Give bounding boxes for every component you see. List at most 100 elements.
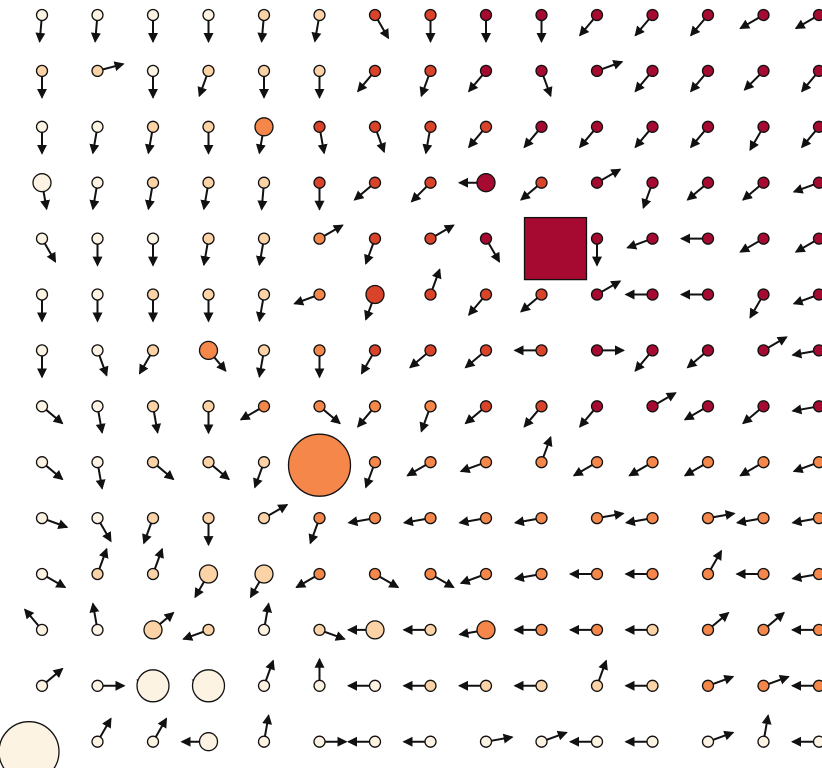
field-marker (313, 64, 326, 78)
field-marker (368, 735, 382, 748)
field-marker (701, 400, 715, 413)
field-marker (479, 456, 493, 469)
big-circle-marker (136, 669, 170, 703)
field-marker (590, 400, 604, 413)
field-marker (535, 344, 548, 357)
field-marker (812, 8, 822, 22)
field-marker (701, 232, 715, 245)
field-marker (701, 735, 715, 748)
big-circle-marker (0, 721, 60, 768)
big-square-marker (523, 216, 588, 281)
field-marker (368, 511, 382, 525)
field-marker (424, 232, 437, 245)
medium-circle-marker (365, 620, 385, 640)
field-marker (202, 400, 215, 413)
field-marker (479, 120, 493, 133)
field-marker (202, 511, 215, 525)
field-marker (590, 623, 604, 637)
field-marker (812, 456, 822, 469)
field-marker (146, 344, 160, 357)
field-marker (646, 567, 659, 581)
field-marker (535, 511, 548, 525)
field-marker (701, 344, 715, 357)
field-marker (91, 232, 104, 245)
field-marker (424, 64, 437, 78)
field-marker (424, 176, 437, 189)
field-marker (701, 679, 715, 692)
field-marker (535, 735, 548, 748)
field-marker (424, 511, 437, 525)
field-marker (91, 567, 104, 581)
field-marker (646, 679, 659, 692)
field-marker (257, 344, 271, 357)
field-marker (590, 511, 604, 525)
field-marker (757, 120, 770, 133)
field-marker (91, 288, 104, 301)
field-marker (368, 64, 382, 78)
field-marker (757, 176, 770, 189)
medium-circle-marker (254, 117, 274, 137)
field-marker (35, 623, 49, 637)
field-marker (812, 735, 822, 748)
field-marker (757, 400, 770, 413)
field-marker (424, 400, 437, 413)
field-marker (646, 735, 659, 748)
field-marker (535, 64, 548, 78)
field-marker (313, 511, 326, 525)
field-marker (535, 400, 548, 413)
medium-circle-marker (365, 284, 385, 305)
field-marker (590, 344, 604, 357)
field-marker (590, 735, 604, 748)
field-marker (424, 567, 437, 581)
field-marker (202, 64, 215, 78)
field-marker (202, 288, 215, 301)
field-marker (35, 64, 49, 78)
field-marker (146, 232, 160, 245)
field-marker (35, 567, 49, 581)
field-marker (202, 623, 215, 637)
field-marker (590, 176, 604, 189)
field-marker (257, 511, 271, 525)
field-marker (590, 288, 604, 301)
field-marker (646, 8, 659, 22)
field-marker (424, 120, 437, 133)
field-marker (368, 400, 382, 413)
field-marker (535, 8, 548, 22)
field-marker (35, 120, 49, 133)
field-marker (257, 623, 271, 637)
field-marker (646, 64, 659, 78)
field-marker (646, 288, 659, 301)
field-marker (146, 120, 160, 133)
field-marker (812, 120, 822, 133)
field-marker (257, 288, 271, 301)
field-marker (701, 456, 715, 469)
field-marker (479, 232, 493, 245)
field-marker (146, 456, 160, 469)
field-marker (35, 679, 49, 692)
field-marker (701, 120, 715, 133)
field-marker (91, 735, 104, 748)
field-marker (479, 288, 493, 301)
field-marker (590, 120, 604, 133)
field-marker (91, 456, 104, 469)
field-marker (701, 8, 715, 22)
field-marker (701, 288, 715, 301)
field-marker (812, 344, 822, 357)
field-marker (701, 176, 715, 189)
field-marker (91, 8, 104, 22)
field-marker (35, 8, 49, 22)
field-marker (590, 456, 604, 469)
field-marker (424, 344, 437, 357)
field-marker (590, 64, 604, 78)
field-marker (368, 456, 382, 469)
medium-circle-marker (32, 173, 52, 193)
field-marker (757, 679, 770, 692)
field-marker (590, 232, 604, 245)
field-marker (313, 400, 326, 413)
field-marker (146, 735, 160, 748)
marker-layer (0, 8, 822, 768)
field-marker (368, 120, 382, 133)
field-marker (424, 8, 437, 22)
field-marker (146, 288, 160, 301)
